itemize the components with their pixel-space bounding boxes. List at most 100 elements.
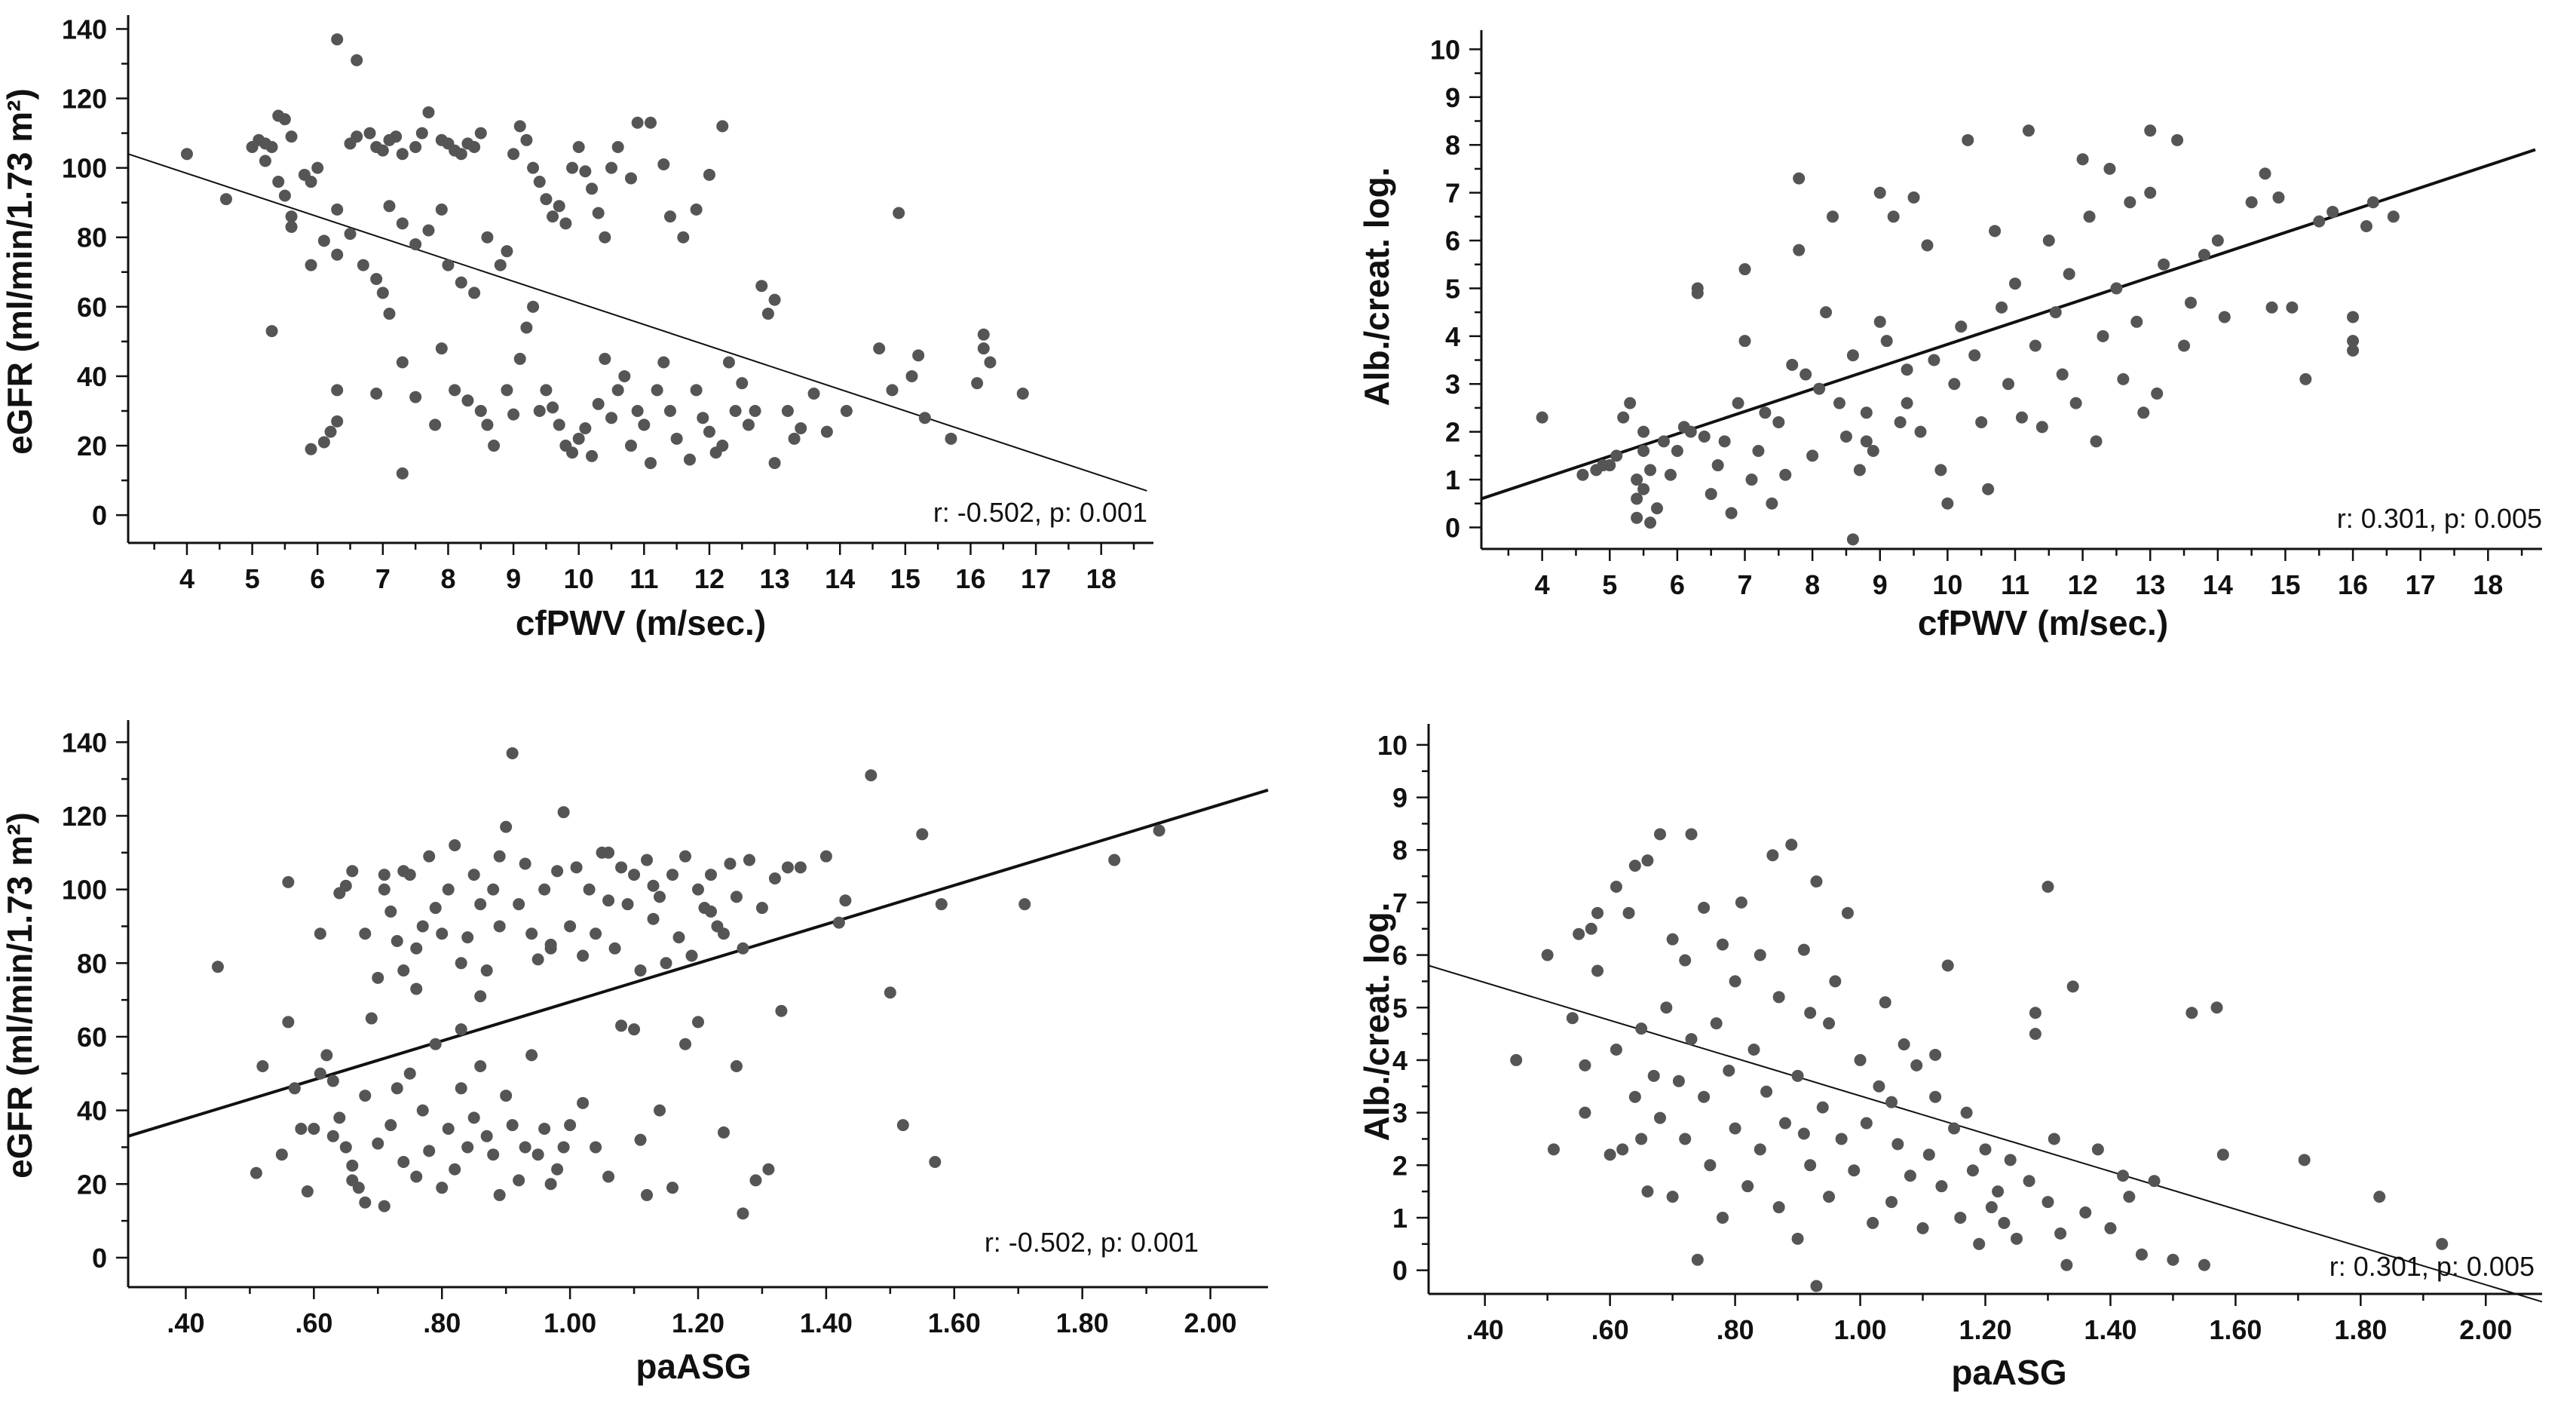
data-point xyxy=(590,927,602,940)
data-point xyxy=(2148,1175,2161,1188)
y-tick-label: 10 xyxy=(1430,34,1460,65)
data-point xyxy=(1885,1096,1898,1108)
data-point xyxy=(305,176,317,189)
x-tick-label: 10 xyxy=(564,563,594,594)
data-point xyxy=(2042,235,2055,247)
data-point xyxy=(1738,263,1751,276)
data-point xyxy=(749,1174,762,1187)
data-point xyxy=(1631,474,1643,486)
data-point xyxy=(501,384,513,397)
data-point xyxy=(1955,320,1968,333)
x-tick-label: 12 xyxy=(694,563,724,594)
x-tick-label: 15 xyxy=(890,563,920,594)
data-point xyxy=(333,1111,346,1124)
data-point xyxy=(1778,1117,1791,1130)
y-tick-label: 3 xyxy=(1445,369,1460,400)
data-point xyxy=(455,1082,467,1095)
y-axis-title: eGFR (ml/min/1.73 m²) xyxy=(0,812,39,1179)
data-point xyxy=(1725,507,1738,520)
data-point xyxy=(1823,1017,1836,1030)
data-point xyxy=(647,912,660,925)
data-point xyxy=(2171,133,2184,146)
correlation-annotation: r: -0.502, p: 0.001 xyxy=(985,1227,1199,1258)
data-point xyxy=(1772,1201,1785,1214)
data-point xyxy=(1941,959,1954,972)
data-point xyxy=(628,869,641,881)
data-point xyxy=(2123,1191,2136,1203)
y-tick-label: 2 xyxy=(1392,1150,1407,1181)
data-point xyxy=(2144,124,2157,137)
data-point xyxy=(1816,1101,1829,1114)
x-tick-label: 11 xyxy=(629,563,658,594)
x-tick-label: 1.40 xyxy=(2084,1314,2136,1345)
panel-albcreat-vs-cfpwv: cfPWV (m/sec.) Alb./creat. log. r: 0.301… xyxy=(1357,30,2542,642)
data-point xyxy=(1738,335,1751,348)
data-point xyxy=(2035,421,2048,434)
x-tick-label: .80 xyxy=(423,1307,461,1338)
data-point xyxy=(2298,1154,2311,1166)
data-point xyxy=(1541,949,1554,961)
data-point xyxy=(416,1104,429,1117)
x-tick-label: 2.00 xyxy=(2459,1314,2512,1345)
data-point xyxy=(1153,824,1165,837)
data-point xyxy=(390,130,403,143)
data-point xyxy=(644,457,657,470)
data-point xyxy=(397,865,410,878)
data-point xyxy=(1914,425,1927,438)
x-axis-title: cfPWV (m/sec.) xyxy=(1918,603,2168,642)
panel-albcreat-vs-paasg: paASG Alb./creat. log. r: 0.301, p: 0.00… xyxy=(1357,724,2543,1392)
data-point xyxy=(2097,330,2109,342)
y-tick-label: 4 xyxy=(1445,321,1460,352)
data-point xyxy=(331,384,344,397)
data-point xyxy=(1793,172,1806,185)
data-point xyxy=(1929,1090,1942,1103)
y-tick-label: 0 xyxy=(92,1243,107,1274)
data-point xyxy=(625,440,638,452)
data-point xyxy=(1716,1211,1729,1224)
data-point xyxy=(1691,287,1704,299)
data-point xyxy=(729,405,742,417)
data-point xyxy=(2124,196,2136,209)
data-point xyxy=(644,116,657,129)
data-point xyxy=(737,942,749,955)
data-point xyxy=(743,854,755,866)
data-point xyxy=(651,384,663,397)
data-point xyxy=(180,148,193,161)
x-tick-label: 16 xyxy=(2338,569,2368,600)
data-point xyxy=(592,207,605,219)
data-point xyxy=(455,957,467,970)
data-point xyxy=(1698,430,1711,443)
data-point xyxy=(1921,239,1934,252)
data-point xyxy=(397,1155,410,1168)
data-point xyxy=(557,1141,570,1154)
data-point xyxy=(2029,1028,2042,1041)
data-point xyxy=(383,200,396,213)
data-point xyxy=(1901,363,1913,376)
data-point xyxy=(762,1163,775,1176)
data-point xyxy=(449,839,461,852)
data-point xyxy=(1966,1164,1979,1177)
data-point xyxy=(572,432,585,445)
data-point xyxy=(1698,901,1711,914)
data-point xyxy=(351,54,363,66)
data-point xyxy=(663,405,676,417)
data-point xyxy=(1573,927,1585,940)
data-point xyxy=(625,172,638,185)
data-point xyxy=(611,384,624,397)
x-tick-label: 8 xyxy=(440,563,455,594)
x-axis-title: paASG xyxy=(636,1347,751,1386)
data-point xyxy=(1841,906,1854,919)
data-point xyxy=(1641,1185,1654,1198)
panel-egfr-vs-paasg: paASG eGFR (ml/min/1.73 m²) r: -0.502, p… xyxy=(0,720,1269,1386)
data-point xyxy=(679,850,692,863)
data-point xyxy=(788,432,801,445)
data-point xyxy=(1710,1017,1723,1030)
data-point xyxy=(1745,474,1758,486)
data-point xyxy=(1617,411,1630,424)
data-point xyxy=(487,1148,500,1161)
data-point xyxy=(474,898,487,911)
data-point xyxy=(2366,196,2379,209)
data-point xyxy=(2259,167,2271,180)
data-point xyxy=(905,369,918,382)
